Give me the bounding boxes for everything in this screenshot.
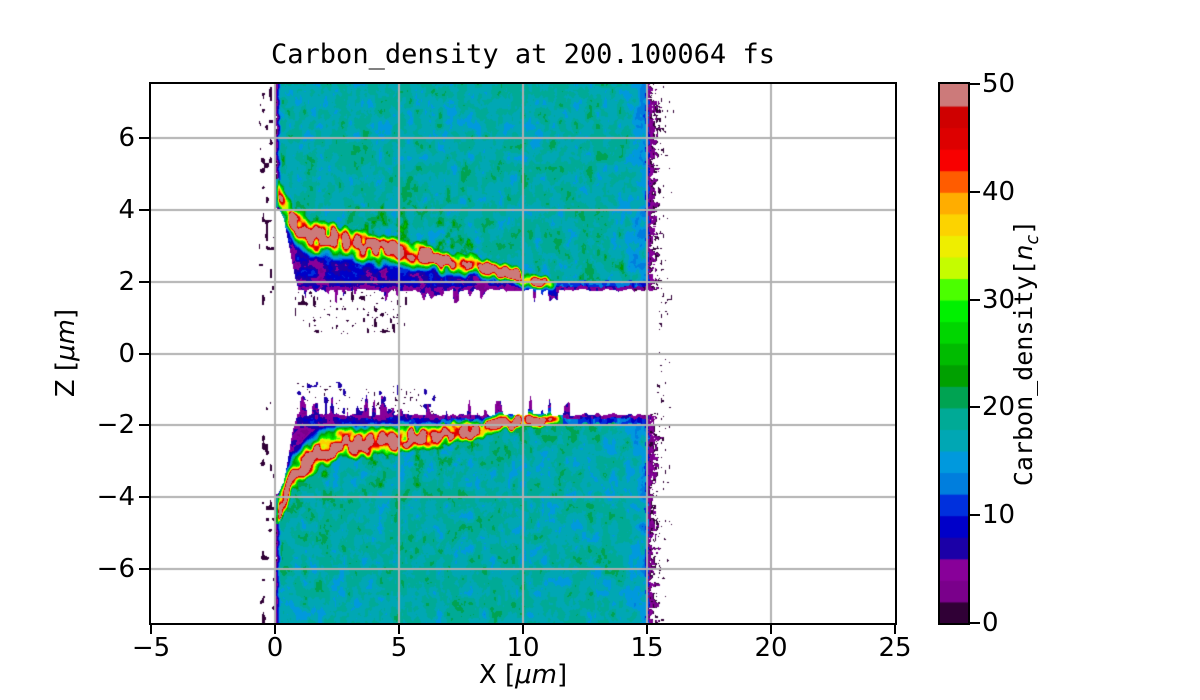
y-axis-label-text: Z [: [51, 360, 81, 398]
colorbar-tick-mark: [970, 514, 980, 517]
colorbar-tick-mark: [970, 83, 980, 85]
x-tick-mark: [770, 625, 772, 634]
x-tick-mark: [398, 625, 400, 634]
colorbar-tick-mark: [970, 406, 980, 409]
colorbar-tick-mark: [970, 622, 980, 624]
x-tick-label: 15: [630, 633, 664, 663]
y-tick-label: 6: [118, 122, 135, 153]
colorbar-tick-label: 40: [982, 176, 1016, 207]
x-axis-label: X [μm]: [479, 660, 567, 690]
chart-title: Carbon_density at 200.100064 fs: [271, 39, 775, 70]
y-tick-label: 4: [118, 194, 135, 225]
x-tick-mark: [522, 625, 524, 634]
colorbar-label: Carbon_density[nc]: [1008, 53, 1043, 653]
y-tick-label: 0: [118, 338, 135, 369]
x-tick-mark: [150, 625, 152, 634]
y-tick-label: −2: [96, 410, 135, 441]
colorbar-label-suffix: ]: [1009, 219, 1038, 235]
y-tick-mark: [139, 136, 149, 139]
y-tick-mark: [139, 208, 149, 211]
colorbar-tick-mark: [970, 298, 980, 301]
y-tick-mark: [139, 424, 149, 427]
x-tick-label: 10: [506, 633, 540, 663]
colorbar-tick-label: 20: [982, 392, 1016, 423]
colorbar-tick-label: 50: [982, 69, 1016, 99]
x-tick-label: 0: [266, 633, 284, 663]
colorbar-label-var: n: [1009, 244, 1038, 261]
y-tick-label: −6: [96, 554, 135, 585]
colorbar-border: [938, 82, 970, 625]
plot-border: [149, 82, 897, 625]
x-tick-label: 5: [390, 633, 408, 663]
y-tick-mark: [139, 568, 149, 571]
density-plot-canvas: [151, 84, 895, 623]
x-tick-label: 25: [878, 633, 912, 663]
colorbar-tick-label: 0: [982, 608, 999, 638]
y-tick-mark: [139, 352, 149, 355]
y-tick-label: −4: [96, 482, 135, 513]
colorbar-canvas: [940, 84, 968, 623]
x-axis-label-text: X [: [478, 660, 516, 690]
colorbar-tick-mark: [970, 190, 980, 193]
y-tick-mark: [139, 280, 149, 283]
colorbar-tick-label: 30: [982, 284, 1016, 315]
x-tick-label: 20: [754, 633, 788, 663]
y-tick-mark: [139, 496, 149, 499]
colorbar-label-subscript: c: [1023, 234, 1043, 245]
x-axis-unit: μm: [515, 660, 557, 690]
y-tick-label: 2: [118, 266, 135, 297]
x-tick-label: −5: [131, 633, 171, 663]
y-axis-label: Z [μm]: [50, 203, 82, 503]
colorbar-label-text: Carbon_density[: [1009, 260, 1038, 487]
x-tick-mark: [894, 625, 896, 634]
x-tick-mark: [274, 625, 276, 634]
x-tick-mark: [646, 625, 648, 634]
y-axis-unit: μm: [51, 319, 81, 361]
x-axis-label-suffix: ]: [556, 660, 568, 690]
y-axis-label-suffix: ]: [51, 308, 81, 320]
colorbar-tick-label: 10: [982, 500, 1016, 531]
